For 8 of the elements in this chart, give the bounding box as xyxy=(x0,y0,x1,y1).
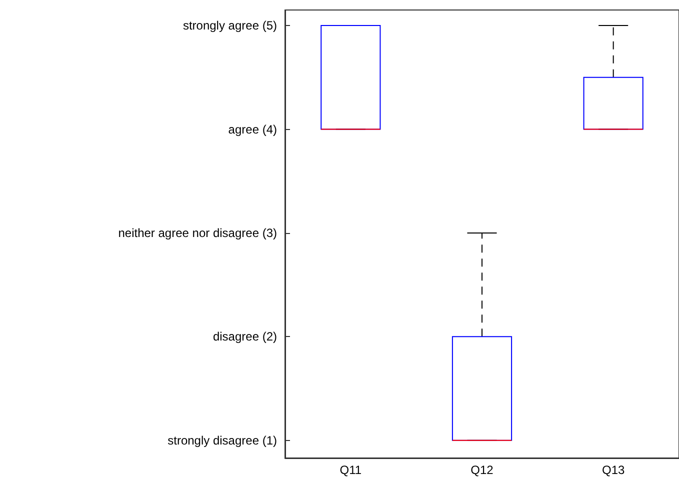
y-tick-label: strongly disagree (1) xyxy=(168,433,277,448)
y-tick-label: agree (4) xyxy=(228,122,277,136)
x-tick-label: Q11 xyxy=(340,463,362,477)
x-tick-label: Q12 xyxy=(470,463,494,477)
x-tick-label: Q13 xyxy=(602,463,625,477)
y-tick-label: strongly agree (5) xyxy=(182,18,277,33)
y-tick-label: neither agree nor disagree (3) xyxy=(118,226,277,240)
y-tick-label: disagree (2) xyxy=(212,330,278,344)
